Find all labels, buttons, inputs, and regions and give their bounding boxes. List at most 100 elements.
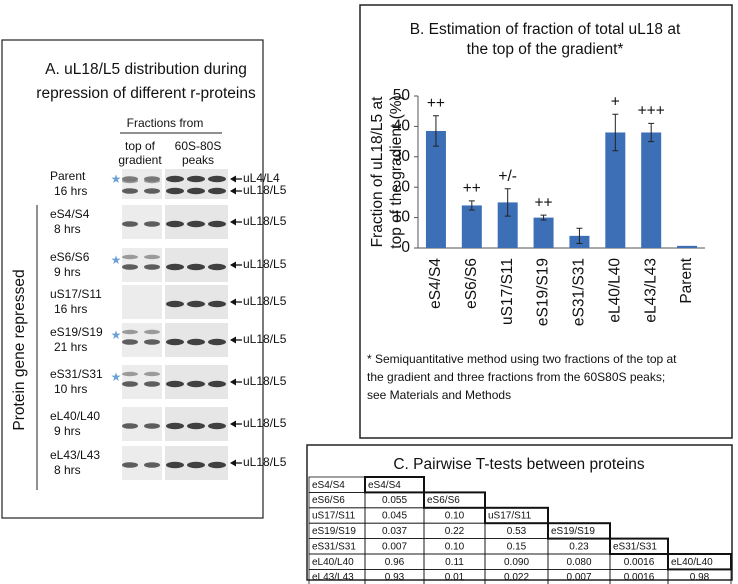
row-label: Parent: [50, 169, 86, 183]
panel-c-frame: [306, 444, 733, 581]
header-right: 60S-80S: [175, 139, 222, 153]
band: [187, 380, 205, 388]
band: [122, 339, 138, 345]
p-value: 0.037: [382, 526, 407, 537]
marker-label: uL18/L5: [243, 183, 287, 197]
significance: ++: [427, 95, 445, 112]
x-tick-label: eS6/S6: [463, 258, 480, 309]
y-tick-label: 0: [401, 239, 410, 256]
panel-a-frame: [1, 39, 264, 519]
protein-header: eS6/S6: [427, 495, 460, 506]
row-time: 9 hrs: [54, 265, 81, 279]
p-value: 0.080: [566, 557, 591, 568]
band: [208, 422, 226, 430]
band: [122, 264, 138, 270]
band: [122, 462, 138, 468]
error-bar: [540, 214, 547, 221]
y-axis-label: top of the gradient (%): [388, 95, 405, 248]
row-header: eL40/L40: [312, 557, 354, 568]
band: [122, 423, 138, 429]
p-value: 0.0016: [624, 557, 655, 568]
band: [187, 220, 205, 228]
x-tick-label: Parent: [678, 257, 695, 303]
footnote: see Materials and Methods: [367, 388, 511, 402]
p-value: 0.98: [690, 572, 710, 583]
significance: ++: [535, 194, 553, 211]
bar: [461, 205, 482, 248]
marker-label: uL4/L4: [243, 171, 280, 185]
arrow-head: [230, 336, 236, 344]
bar: [641, 132, 662, 248]
asterisk: ★: [111, 253, 122, 267]
x-tick-label: uS17/S11: [499, 258, 516, 325]
arrow-head: [230, 459, 236, 467]
footnote: the gradient and three fractions from th…: [367, 370, 665, 384]
p-value: 0.53: [507, 526, 527, 537]
band: [208, 187, 226, 195]
error-bar: [648, 122, 655, 143]
p-value: 0.01: [445, 572, 465, 583]
row-header: eS4/S4: [312, 480, 345, 491]
p-value: 0.007: [382, 541, 407, 552]
y-tick-label: 20: [393, 178, 411, 195]
error-bar: [612, 113, 619, 152]
significance: +: [611, 93, 620, 110]
band: [187, 175, 205, 183]
band: [166, 175, 184, 183]
significance: +/-: [498, 168, 517, 185]
significance: +++: [638, 102, 665, 119]
p-value: 0.96: [385, 557, 405, 568]
band: [144, 329, 160, 335]
row-time: 8 hrs: [54, 463, 81, 477]
band: [144, 178, 160, 184]
panel-b-frame: [359, 4, 733, 439]
arrow-head: [230, 175, 236, 183]
band: [144, 339, 160, 345]
error-bar: [432, 115, 439, 147]
header-right: peaks: [182, 153, 214, 167]
band: [166, 380, 184, 388]
y-tick-label: 40: [393, 117, 411, 134]
row-time: 9 hrs: [54, 424, 81, 438]
p-value: 0.0016: [624, 572, 655, 583]
p-value: 0.022: [504, 572, 529, 583]
band: [208, 461, 226, 469]
protein-header: eS4/S4: [368, 480, 401, 491]
p-value: 0.15: [507, 541, 527, 552]
band: [122, 221, 138, 227]
arrow-head: [230, 378, 236, 386]
band: [166, 263, 184, 271]
marker-label: uL18/L5: [243, 374, 287, 388]
error-bar: [576, 227, 583, 244]
arrow-head: [230, 298, 236, 306]
y-tick-label: 30: [393, 148, 411, 165]
row-label: uS17/S11: [50, 287, 102, 301]
p-value: 0.10: [445, 511, 465, 522]
significance: ++: [463, 180, 481, 197]
p-value: 0.93: [385, 572, 405, 583]
band: [166, 300, 184, 308]
bar: [425, 130, 446, 248]
blot-left: [122, 285, 162, 319]
bar: [605, 132, 626, 248]
p-value: 0.11: [445, 557, 464, 568]
row-header: eS6/S6: [312, 495, 345, 506]
table-cell: [667, 569, 732, 584]
band: [208, 300, 226, 308]
bar: [497, 202, 518, 248]
table-title: C. Pairwise T-tests between proteins: [393, 456, 645, 473]
bar: [533, 217, 554, 248]
blot-left: [122, 169, 162, 199]
asterisk: ★: [111, 370, 122, 384]
band: [144, 381, 160, 387]
band: [144, 188, 160, 194]
band: [166, 422, 184, 430]
x-tick-label: eS31/S31: [571, 258, 588, 326]
band: [208, 220, 226, 228]
p-value: 0.045: [382, 511, 407, 522]
row-time: 16 hrs: [54, 184, 87, 198]
band: [122, 329, 138, 335]
footnote: * Semiquantitative method using two frac…: [367, 352, 677, 366]
arrow-head: [230, 218, 236, 226]
